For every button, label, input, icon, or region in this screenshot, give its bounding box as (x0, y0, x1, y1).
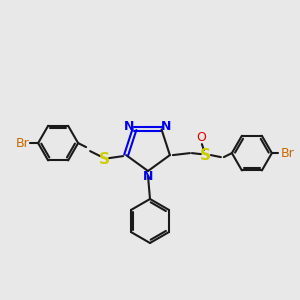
Text: S: S (200, 148, 211, 163)
Text: S: S (99, 152, 110, 166)
Text: N: N (124, 120, 135, 133)
Text: Br: Br (15, 136, 29, 150)
Text: N: N (143, 170, 153, 184)
Text: Br: Br (281, 147, 295, 160)
Text: N: N (161, 120, 172, 133)
Text: O: O (196, 130, 206, 144)
